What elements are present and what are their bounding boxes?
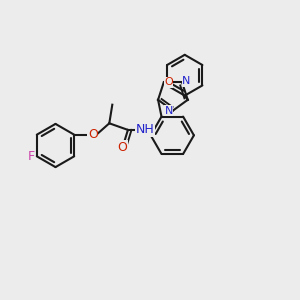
Text: F: F bbox=[27, 150, 34, 163]
Text: N: N bbox=[182, 76, 190, 86]
Text: N: N bbox=[164, 106, 173, 116]
Text: O: O bbox=[88, 128, 98, 141]
Text: O: O bbox=[164, 77, 173, 87]
Text: O: O bbox=[118, 141, 128, 154]
Text: NH: NH bbox=[136, 123, 155, 136]
